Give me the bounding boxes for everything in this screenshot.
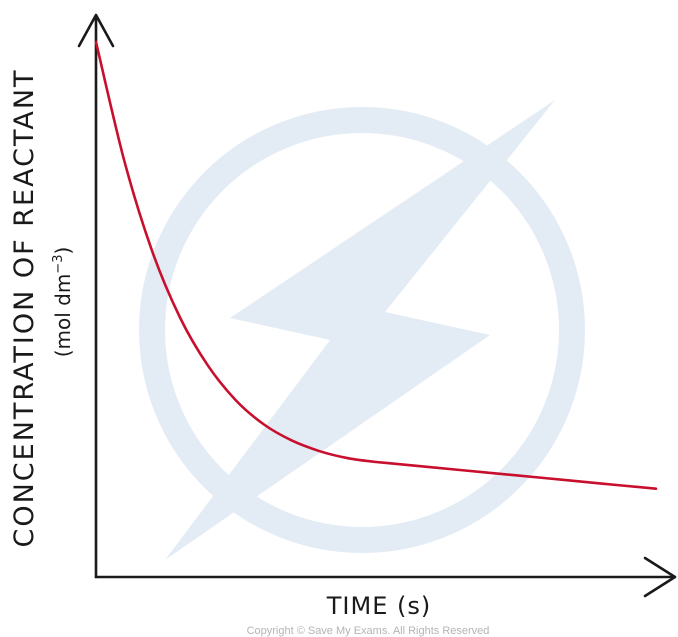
x-axis-arrowhead — [643, 556, 677, 598]
concentration-curve-0 — [94, 40, 658, 490]
y-axis-unit-close: ) — [51, 247, 75, 255]
y-axis-unit-label: (mol dm−3) — [51, 247, 75, 358]
y-axis-unit-superscript: −3 — [51, 255, 66, 274]
copyright-notice: Copyright © Save My Exams. All Rights Re… — [247, 625, 490, 637]
axes — [77, 13, 677, 598]
series-layer — [94, 40, 658, 490]
watermark-logo-icon — [139, 100, 585, 560]
y-axis-label: CONCENTRATION OF REACTANT — [9, 68, 40, 547]
y-axis-unit-text: (mol dm — [51, 274, 75, 358]
y-axis-arrowhead — [77, 13, 115, 48]
x-axis-label: TIME (s) — [326, 592, 431, 620]
